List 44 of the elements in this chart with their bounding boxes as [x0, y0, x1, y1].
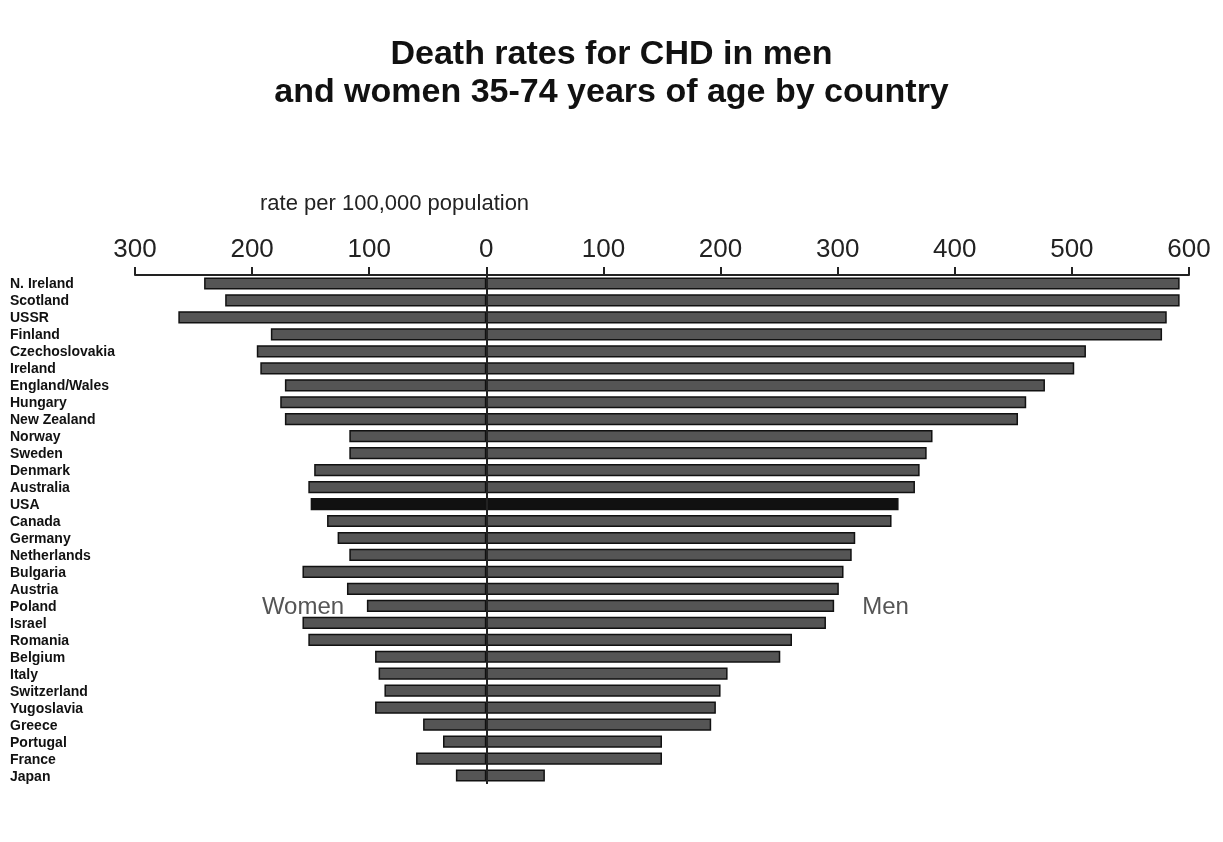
- y-tick-label: Canada: [10, 513, 61, 530]
- y-tick-label: France: [10, 750, 57, 767]
- y-tick-label: Australia: [10, 479, 71, 496]
- y-tick-label: Poland: [10, 597, 57, 614]
- series-label: Women: [261, 592, 345, 620]
- x-axis-title: rate per 100,000 population: [260, 189, 530, 215]
- y-tick-label: New Zealand: [10, 411, 96, 428]
- x-tick-label: 200: [230, 233, 274, 263]
- y-tick-label: Hungary: [10, 394, 67, 411]
- chart-title: Death rates for CHD in men and women 35-74 years of age by country: [274, 33, 949, 109]
- y-tick-label: Sweden: [10, 445, 63, 462]
- y-tick-label: England/Wales: [10, 377, 110, 394]
- y-tick-label: Germany: [10, 529, 71, 546]
- y-tick-label: Japan: [10, 767, 51, 784]
- x-tick-label: 100: [581, 233, 626, 263]
- y-tick-label: Romania: [10, 631, 70, 648]
- x-tick-label: 300: [815, 233, 860, 263]
- y-tick-label: Belgium: [10, 648, 66, 665]
- y-tick-label: Netherlands: [10, 546, 92, 563]
- y-tick-label: Finland: [10, 326, 60, 343]
- y-tick-label: Switzerland: [10, 682, 88, 699]
- y-tick-label: Italy: [10, 665, 39, 682]
- y-tick-label: Scotland: [10, 292, 70, 309]
- series-label: Men: [862, 592, 909, 620]
- y-tick-label: USSR: [10, 309, 49, 326]
- x-tick-label: 600: [1167, 233, 1211, 263]
- x-tick-label: 0: [479, 233, 494, 263]
- y-tick-label: Greece: [10, 716, 58, 733]
- y-tick-label: Czechoslovakia: [10, 343, 116, 360]
- x-tick-label: 400: [933, 233, 977, 263]
- x-tick-label: 100: [347, 233, 391, 263]
- y-tick-label: Norway: [10, 428, 61, 445]
- y-tick-label: Denmark: [10, 462, 71, 479]
- y-tick-label: N. Ireland: [10, 275, 74, 292]
- x-tick-label: 500: [1050, 233, 1094, 263]
- y-tick-label: Bulgaria: [10, 563, 67, 580]
- y-tick-label: Yugoslavia: [10, 699, 84, 716]
- y-tick-label: Ireland: [10, 360, 56, 377]
- y-tick-label: USA: [10, 496, 40, 513]
- x-tick-label: 300: [113, 233, 157, 263]
- y-tick-label: Israel: [10, 614, 47, 631]
- x-tick-label: 200: [698, 233, 743, 263]
- y-tick-label: Austria: [10, 580, 59, 597]
- y-tick-label: Portugal: [10, 733, 67, 750]
